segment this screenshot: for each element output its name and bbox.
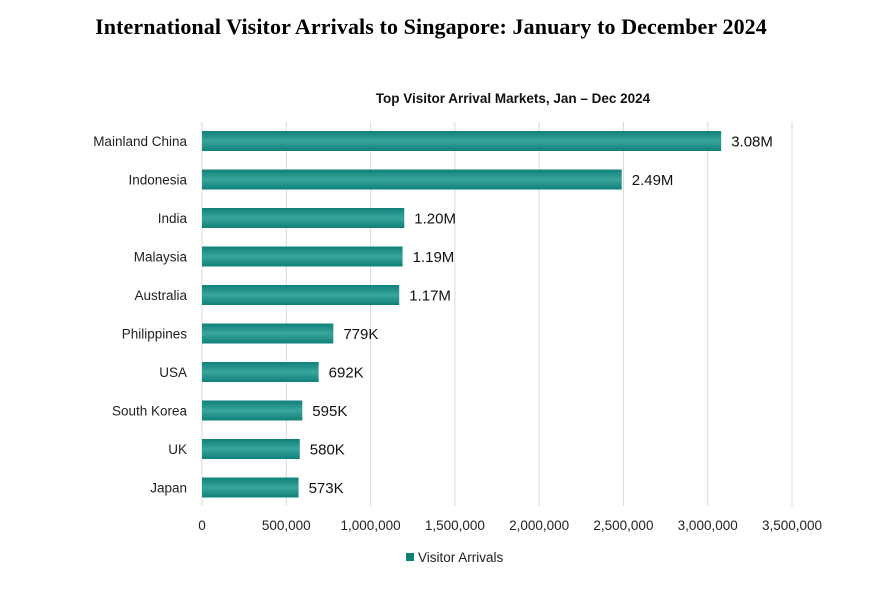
bars: [202, 131, 722, 498]
category-label: Indonesia: [128, 173, 187, 188]
category-label: Australia: [134, 288, 187, 303]
bar: [202, 246, 403, 267]
category-label: USA: [159, 365, 187, 380]
bar: [202, 131, 722, 151]
bar: [202, 285, 400, 305]
bar: [202, 400, 303, 421]
x-tick-label: 0: [198, 518, 206, 533]
x-tick-label: 500,000: [262, 518, 311, 533]
legend: Visitor Arrivals: [406, 550, 504, 565]
data-label: 1.19M: [413, 249, 455, 266]
data-label: 580K: [310, 442, 345, 459]
bar: [202, 362, 319, 382]
x-tick-label: 1,500,000: [425, 518, 485, 533]
page-title: International Visitor Arrivals to Singap…: [95, 14, 767, 39]
category-label: South Korea: [112, 404, 188, 419]
data-label: 779K: [343, 326, 378, 343]
legend-label: Visitor Arrivals: [418, 550, 504, 565]
bar: [202, 208, 405, 228]
category-label: Japan: [150, 481, 187, 496]
data-label: 3.08M: [731, 134, 773, 151]
bar: [202, 169, 622, 190]
x-tick-label: 2,500,000: [593, 518, 653, 533]
data-label: 573K: [309, 480, 344, 497]
category-label: Philippines: [122, 327, 188, 342]
category-label: Mainland China: [93, 134, 187, 149]
chart-title: Top Visitor Arrival Markets, Jan – Dec 2…: [376, 91, 651, 106]
data-label: 1.17M: [409, 288, 451, 305]
category-label: India: [158, 211, 188, 226]
legend-swatch: [406, 553, 414, 561]
x-tick-label: 1,000,000: [341, 518, 401, 533]
category-labels: Mainland China Indonesia India Malaysia Aust…: [93, 134, 187, 496]
x-tick-label: 2,000,000: [509, 518, 569, 533]
x-tick-label: 3,000,000: [678, 518, 738, 533]
data-labels: 3.08M 2.49M 1.20M 1.19M 1.17M 779K 692K 595K 580…: [309, 134, 773, 498]
data-label: 2.49M: [632, 172, 674, 189]
category-label: Malaysia: [134, 250, 188, 265]
data-label: 595K: [312, 403, 347, 420]
bar: [202, 439, 300, 459]
category-label: UK: [168, 442, 187, 457]
data-label: 692K: [329, 365, 364, 382]
data-label: 1.20M: [414, 211, 456, 228]
bar: [202, 477, 299, 498]
x-axis-tick-labels: 0 500,000 1,000,000 1,500,000 2,000,000 2,500…: [198, 518, 822, 533]
bar: [202, 323, 334, 344]
x-tick-label: 3,500,000: [762, 518, 822, 533]
